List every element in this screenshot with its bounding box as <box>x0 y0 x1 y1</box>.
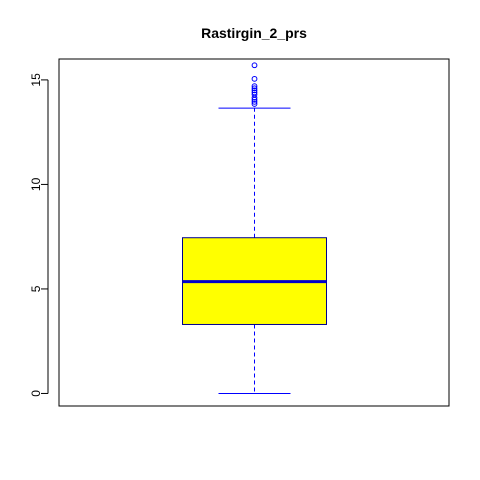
outlier-point <box>251 83 258 90</box>
outlier-point <box>251 75 258 82</box>
outlier-point <box>251 87 258 94</box>
y-axis: 0 5 10 15 <box>29 73 49 397</box>
chart-title: Rastirgin_2_prs <box>201 25 307 41</box>
outlier-point <box>251 62 258 69</box>
outlier-point <box>251 98 258 105</box>
box-group <box>182 62 327 394</box>
outlier-point <box>251 85 258 92</box>
outlier-point <box>251 101 258 107</box>
plot-frame <box>58 58 450 407</box>
y-tick-label: 0 <box>29 390 43 397</box>
outlier-point <box>251 89 258 96</box>
y-tick-label: 5 <box>29 285 43 292</box>
y-tick-label: 10 <box>29 177 43 191</box>
y-tick-label: 15 <box>29 73 43 87</box>
outlier-point <box>251 91 258 98</box>
